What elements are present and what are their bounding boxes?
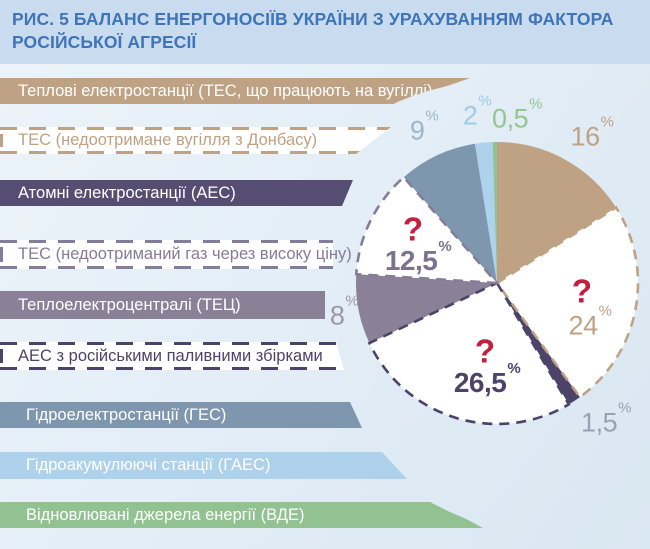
pie-slice <box>497 142 617 283</box>
legend-label: Теплові електростанції (ТЕС, що працюють… <box>18 81 433 100</box>
pie-label-vde: 0,5% <box>492 95 542 134</box>
legend-item-tes-missing-coal: ТЕС (недоотримане вугілля з Донбасу) <box>0 127 391 154</box>
legend-item-tets: Теплоелектроцентралі (ТЕЦ) <box>0 291 325 319</box>
dashed-border-left <box>0 247 3 262</box>
pie-slice-dashed-outline <box>367 281 571 426</box>
pie-label-aes-russian-fuel: 26,5% <box>453 359 521 398</box>
percent-sign: % <box>425 107 439 125</box>
legend-item-gaes: Гідроакумулюючі станції (ГАЕС) <box>0 452 407 479</box>
percent-sign: % <box>478 92 492 110</box>
dashed-border-left <box>0 134 3 147</box>
uncertainty-question-mark: ? <box>402 210 424 248</box>
legend-label: ТЕС (недоотриманий газ через високу ціну… <box>18 245 352 263</box>
pie-label-gaes: 2% <box>462 92 492 131</box>
pie-label-tets: 8% <box>329 292 359 331</box>
legend-label: АЕС з російськими паливними збірками <box>18 346 323 365</box>
pie-label-tes-missing-coal: 24% <box>568 302 612 341</box>
legend-label: ТЕС (недоотримане вугілля з Донбасу) <box>18 131 318 149</box>
pie-slice-dashed-outline <box>354 175 501 285</box>
pie-slice <box>403 143 497 283</box>
pie-label-ges: 9% <box>409 107 439 146</box>
figure-title-band: РИС. 5 БАЛАНС ЕНЕРГОНОСІЇВ УКРАЇНИ З УРА… <box>0 0 650 64</box>
pie-slice <box>497 283 580 405</box>
pie-chart <box>354 142 640 426</box>
percent-sign: % <box>529 95 542 113</box>
percent-sign: % <box>618 399 631 417</box>
legend-item-ges: Гідроелектростанції (ГЕС) <box>0 402 362 428</box>
pie-label-tes-missing-gas: 12,5% <box>384 237 452 276</box>
pie-label-aes: 1,5% <box>581 399 631 438</box>
percent-sign: % <box>600 113 614 131</box>
pie-slice <box>369 283 569 424</box>
legend-item-tes-missing-gas: ТЕС (недоотриманий газ через високу ціну… <box>0 240 352 269</box>
legend-item-vde: Відновлювані джерела енергії (ВДЕ) <box>0 502 483 528</box>
pie-label-tes-coal: 16% <box>570 113 614 152</box>
legend-label: Гідроакумулюючі станції (ГАЕС) <box>26 456 271 474</box>
uncertainty-question-mark: ? <box>571 272 593 310</box>
pie-slice <box>356 274 497 344</box>
legend-label: Теплоелектроцентралі (ТЕЦ) <box>18 295 241 314</box>
percent-sign: % <box>345 292 359 310</box>
legend-item-aes-russian-fuel: АЕС з російськими паливними збірками <box>0 342 344 370</box>
percent-sign: % <box>507 359 521 377</box>
pie-slice <box>492 142 497 283</box>
legend-label: Гідроелектростанції (ГЕС) <box>26 405 227 424</box>
figure-title-line-1: РИС. 5 БАЛАНС ЕНЕРГОНОСІЇВ УКРАЇНИ З УРА… <box>12 9 614 29</box>
figure-title-line-2: РОСІЙСЬКОЇ АГРЕСІЇ <box>12 32 197 52</box>
pie-slice <box>356 177 497 283</box>
legend-item-aes: Атомні електростанції (АЕС) <box>0 180 353 206</box>
percent-sign: % <box>438 237 452 255</box>
pie-slice <box>497 207 638 398</box>
pie-slice-dashed-outline <box>495 205 640 399</box>
legend-label: Атомні електростанції (АЕС) <box>18 183 236 202</box>
legend-item-tes-coal: Теплові електростанції (ТЕС, що працюють… <box>0 78 470 104</box>
legend-label: Відновлювані джерела енергії (ВДЕ) <box>26 505 305 524</box>
dashed-border-left <box>0 349 3 363</box>
uncertainty-question-mark: ? <box>474 332 496 370</box>
pie-slice <box>474 142 497 283</box>
percent-sign: % <box>598 302 612 320</box>
